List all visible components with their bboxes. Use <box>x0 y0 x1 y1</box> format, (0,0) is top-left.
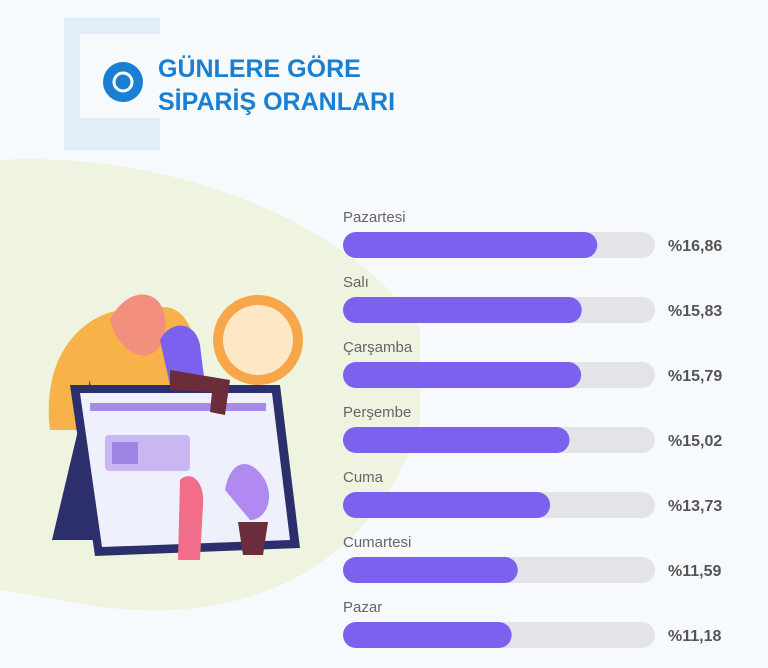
bar <box>343 232 598 258</box>
person <box>178 476 204 560</box>
category-label: Çarşamba <box>343 339 413 356</box>
bar <box>343 297 582 323</box>
leaf <box>110 294 166 356</box>
value-label: %13,73 <box>668 498 722 515</box>
pot <box>238 522 268 555</box>
board-bar <box>90 403 266 411</box>
bar <box>343 427 570 453</box>
clock-face <box>223 305 293 375</box>
value-label: %15,79 <box>668 368 722 385</box>
category-label: Perşembe <box>343 404 411 421</box>
bar <box>343 492 551 518</box>
value-label: %11,18 <box>668 628 721 645</box>
bar <box>343 557 518 583</box>
value-label: %15,02 <box>668 433 722 450</box>
logo <box>103 62 143 102</box>
title-line: SİPARİŞ ORANLARI <box>158 88 395 116</box>
plant <box>225 463 270 520</box>
logo-mark <box>112 71 134 93</box>
bar <box>343 362 582 388</box>
title-line: GÜNLERE GÖRE <box>158 54 361 83</box>
category-label: Cumartesi <box>343 534 411 551</box>
title-frame <box>64 18 160 150</box>
category-label: Salı <box>343 274 369 291</box>
bar <box>343 622 512 648</box>
category-label: Cuma <box>343 469 384 486</box>
value-label: %11,59 <box>668 563 721 580</box>
person-legs <box>170 370 230 415</box>
value-label: %15,83 <box>668 303 722 320</box>
value-label: %16,86 <box>668 238 722 255</box>
category-label: Pazar <box>343 599 382 616</box>
person <box>160 325 205 385</box>
illustration <box>48 294 303 560</box>
board-card-img <box>112 442 138 464</box>
category-label: Pazartesi <box>343 209 406 226</box>
